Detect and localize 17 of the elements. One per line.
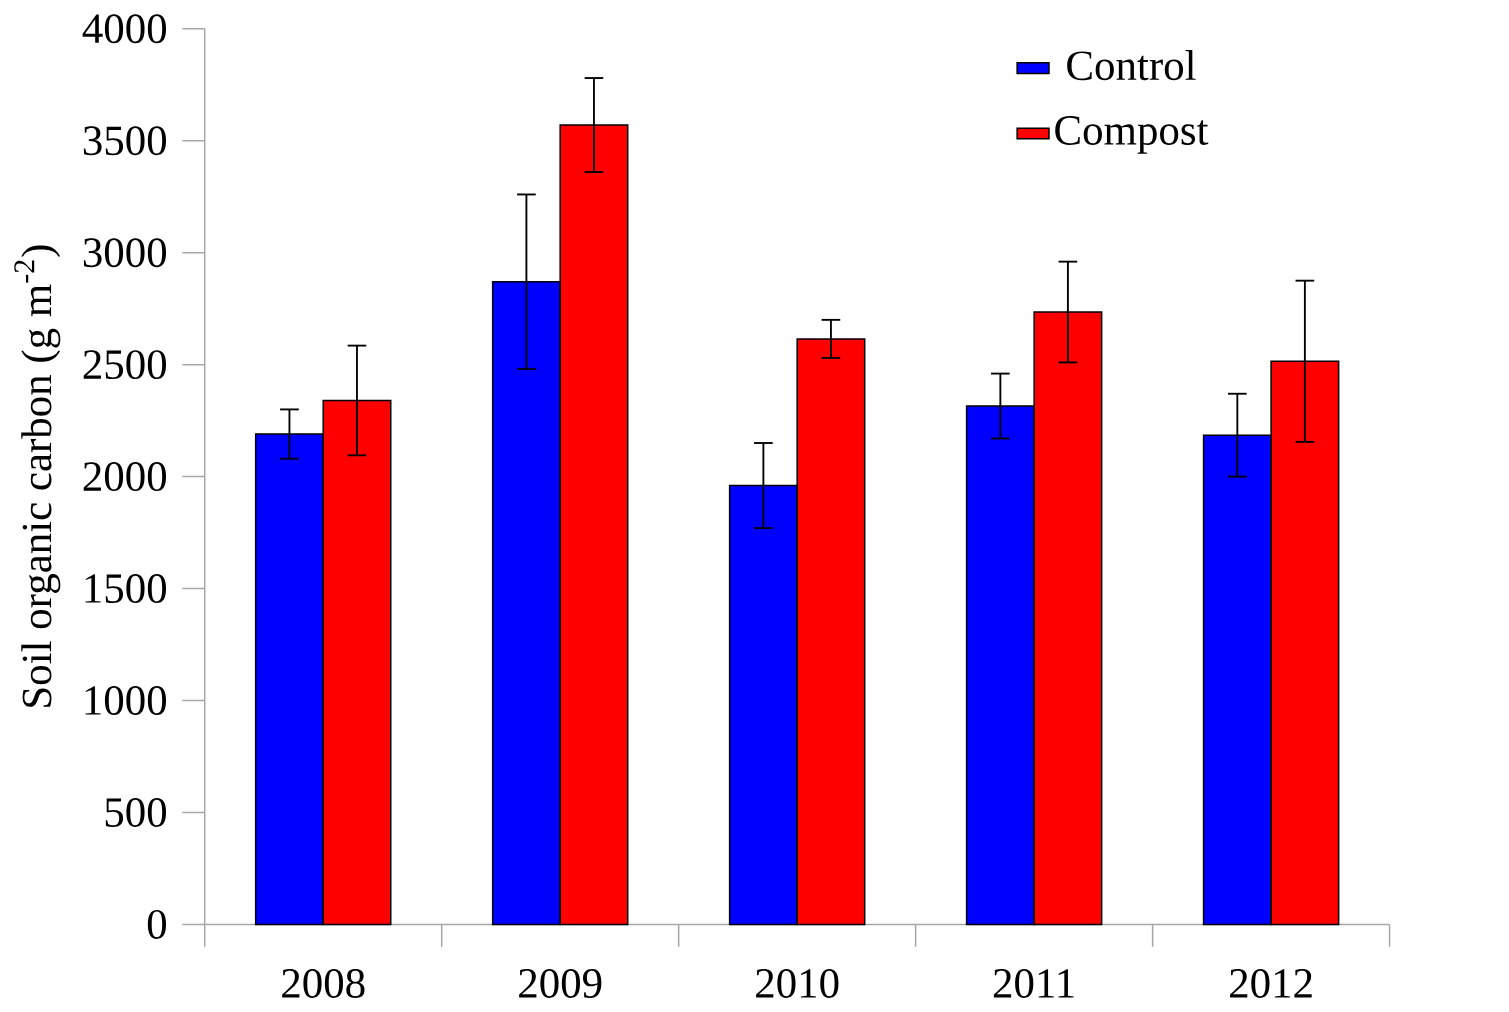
y-tick-label: 1000 xyxy=(85,685,167,715)
legend-label: Compost xyxy=(1055,116,1209,154)
y-tick-label: 500 xyxy=(105,797,167,827)
legend-label: Control xyxy=(1067,49,1196,81)
x-tick-label: 2011 xyxy=(993,968,1074,998)
x-tick-label: 2012 xyxy=(1230,968,1312,998)
y-tick-label: 1500 xyxy=(85,573,167,603)
x-tick-label: 2008 xyxy=(282,968,365,998)
x-tick-label: 2009 xyxy=(519,968,602,998)
y-tick-label: 4000 xyxy=(82,14,167,44)
y-tick-label: 2500 xyxy=(83,350,167,379)
x-tick-label: 2010 xyxy=(756,968,839,998)
y-tick-label: 3000 xyxy=(83,238,167,268)
y-tick-label: 2000 xyxy=(83,461,167,491)
y-tick-label: 0 xyxy=(147,909,167,939)
y-axis-title: Soil organic carbon (g m$^{-2}$) xyxy=(14,245,61,707)
y-tick-label: 3500 xyxy=(83,126,167,156)
